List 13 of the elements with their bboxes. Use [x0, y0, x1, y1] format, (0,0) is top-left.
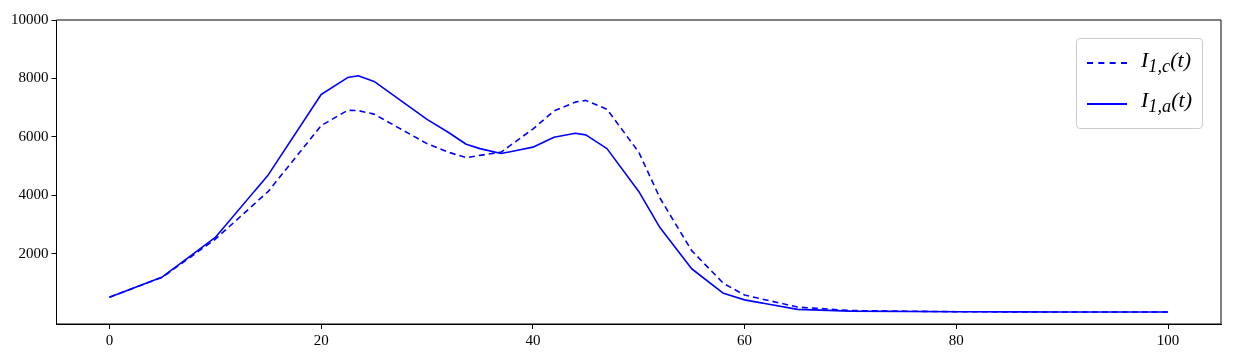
- x-tick-label: 40: [525, 331, 541, 348]
- x-tick-label: 20: [313, 331, 329, 348]
- y-tick-label: 8000: [18, 69, 49, 86]
- y-tick-label: 10000: [11, 10, 49, 27]
- legend-label: I$_{1,a}$(t): [1140, 86, 1192, 119]
- x-tick-label: 60: [737, 331, 753, 348]
- x-tick-label: 80: [948, 331, 964, 348]
- x-tick-label: 100: [1156, 331, 1180, 348]
- legend-label: I$_{1,c}$(t): [1140, 46, 1191, 79]
- y-tick-label: 6000: [18, 127, 49, 144]
- y-tick-label: 4000: [18, 186, 49, 203]
- x-tick-label: 0: [105, 331, 114, 348]
- y-tick-label: 2000: [18, 244, 49, 261]
